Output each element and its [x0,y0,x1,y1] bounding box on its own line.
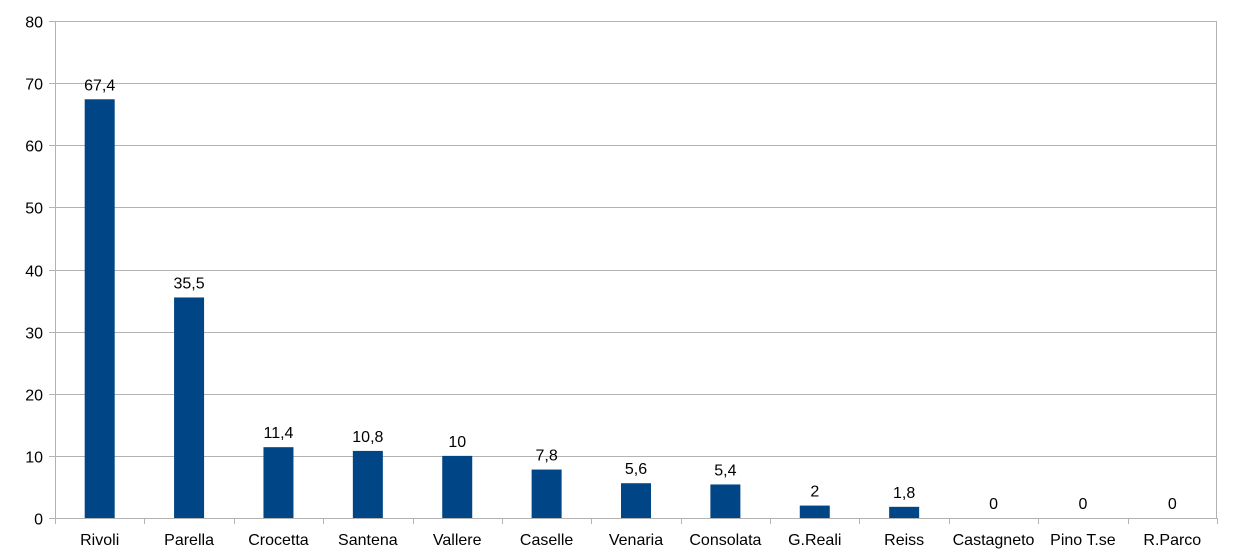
x-tick-label: G.Reali [788,532,841,549]
bar-rivoli [84,99,115,518]
data-label: 10,8 [352,429,383,446]
x-tick-label: Crocetta [248,532,309,549]
bar-vallere [442,455,473,518]
y-tick-label: 40 [25,264,43,281]
y-tick-label: 30 [25,326,43,343]
x-tick-label: Reiss [884,532,924,549]
x-tick-label: Caselle [520,532,573,549]
data-label: 7,8 [535,448,557,465]
data-label: 5,6 [625,461,647,478]
x-tick-label: Vallere [433,532,482,549]
y-tick-label: 60 [25,139,43,156]
bar-consolata [710,484,741,518]
y-axis-tick-labels: 0 10 20 30 40 50 60 70 80 [25,15,43,529]
y-tick-label: 10 [25,450,43,467]
x-tick-label: Castagneto [953,532,1035,549]
bar-santena [352,450,383,518]
bars [84,99,920,518]
y-tick-label: 0 [34,512,43,529]
x-axis-tick-labels: Rivoli Parella Crocetta Santena Vallere Casel… [80,532,1201,549]
bar-caselle [531,469,562,518]
data-labels: 67,4 35,5 11,4 10,8 10 7,8 5,6 5,4 2 1,8 0 0 0 [84,77,1177,513]
data-label: 35,5 [174,275,205,292]
data-label: 11,4 [263,425,293,442]
x-tick-label: Consolata [689,532,761,549]
x-tick-label: Parella [164,532,214,549]
x-tick-label: Rivoli [80,532,119,549]
data-label: 2 [810,484,819,501]
x-tick-label: Santena [338,532,398,549]
data-label: 67,4 [84,77,115,94]
x-tick-label: R.Parco [1143,532,1201,549]
x-tick-label: Pino T.se [1050,532,1116,549]
data-label: 10 [448,434,466,451]
axes [49,21,1218,524]
y-tick-label: 80 [25,15,43,32]
data-label: 1,8 [893,485,915,502]
data-label: 0 [989,496,998,513]
y-tick-label: 70 [25,77,43,94]
data-label: 5,4 [714,462,736,479]
data-label: 0 [1078,496,1087,513]
y-tick-label: 50 [25,201,43,218]
bar-venaria [621,483,651,518]
x-tick-label: Venaria [609,532,663,549]
bar-g-reali [799,505,830,518]
bar-reiss [889,506,920,518]
grid-lines [55,21,1217,457]
data-label: 0 [1168,496,1177,513]
y-tick-label: 20 [25,388,43,405]
bar-crocetta [263,447,294,518]
bar-parella [174,297,205,518]
